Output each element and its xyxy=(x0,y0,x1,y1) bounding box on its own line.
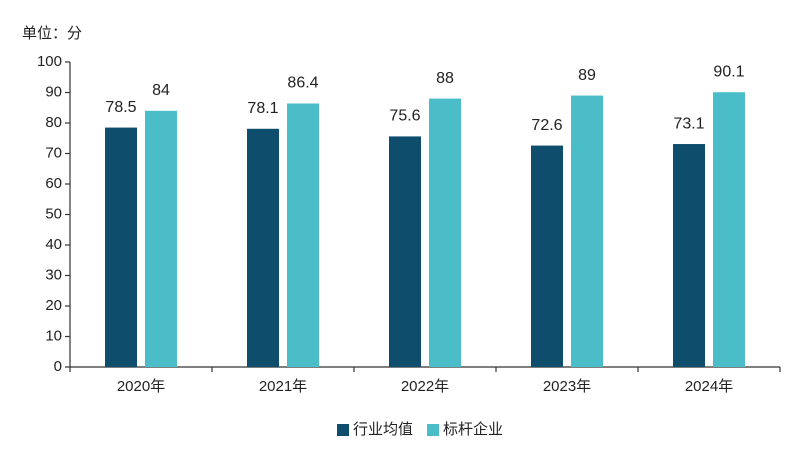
x-tick-label: 2022年 xyxy=(401,378,449,395)
legend-label: 行业均值 xyxy=(353,421,413,438)
y-tick-label: 50 xyxy=(45,205,62,222)
value-label: 72.6 xyxy=(531,117,562,134)
y-tick-label: 90 xyxy=(45,83,62,100)
legend-swatch xyxy=(427,424,440,436)
bar xyxy=(247,128,279,367)
value-label: 73.1 xyxy=(673,115,704,132)
y-tick-label: 30 xyxy=(45,266,62,283)
bar xyxy=(531,145,563,367)
bar xyxy=(673,144,705,367)
y-tick-label: 60 xyxy=(45,175,62,192)
y-tick-label: 80 xyxy=(45,114,62,131)
bar xyxy=(287,103,319,367)
value-label: 90.1 xyxy=(713,63,744,80)
bar xyxy=(571,95,603,368)
bar xyxy=(145,110,177,368)
bar xyxy=(429,98,461,367)
x-tick-label: 2023年 xyxy=(543,378,591,395)
legend-swatch xyxy=(337,424,349,436)
x-tick-label: 2024年 xyxy=(685,378,733,395)
value-label: 78.1 xyxy=(247,100,278,117)
legend-label: 标杆企业 xyxy=(443,420,503,438)
value-label: 86.4 xyxy=(287,75,318,92)
bar xyxy=(389,136,421,367)
y-tick-label: 10 xyxy=(45,327,62,344)
value-label: 75.6 xyxy=(389,108,420,125)
y-tick-label: 40 xyxy=(45,236,62,253)
y-tick-label: 70 xyxy=(45,144,62,161)
value-label: 88 xyxy=(436,70,454,87)
value-label: 78.5 xyxy=(105,99,136,116)
x-tick-label: 2020年 xyxy=(117,378,165,395)
y-tick-label: 0 xyxy=(54,358,62,375)
bar xyxy=(713,92,745,367)
value-label: 84 xyxy=(152,82,170,99)
bar xyxy=(105,127,137,367)
y-tick-label: 20 xyxy=(45,297,62,314)
x-tick-label: 2021年 xyxy=(259,378,307,395)
value-label: 89 xyxy=(578,67,596,84)
y-tick-label: 100 xyxy=(37,53,62,70)
y-axis-label: 单位：分 xyxy=(22,25,82,42)
